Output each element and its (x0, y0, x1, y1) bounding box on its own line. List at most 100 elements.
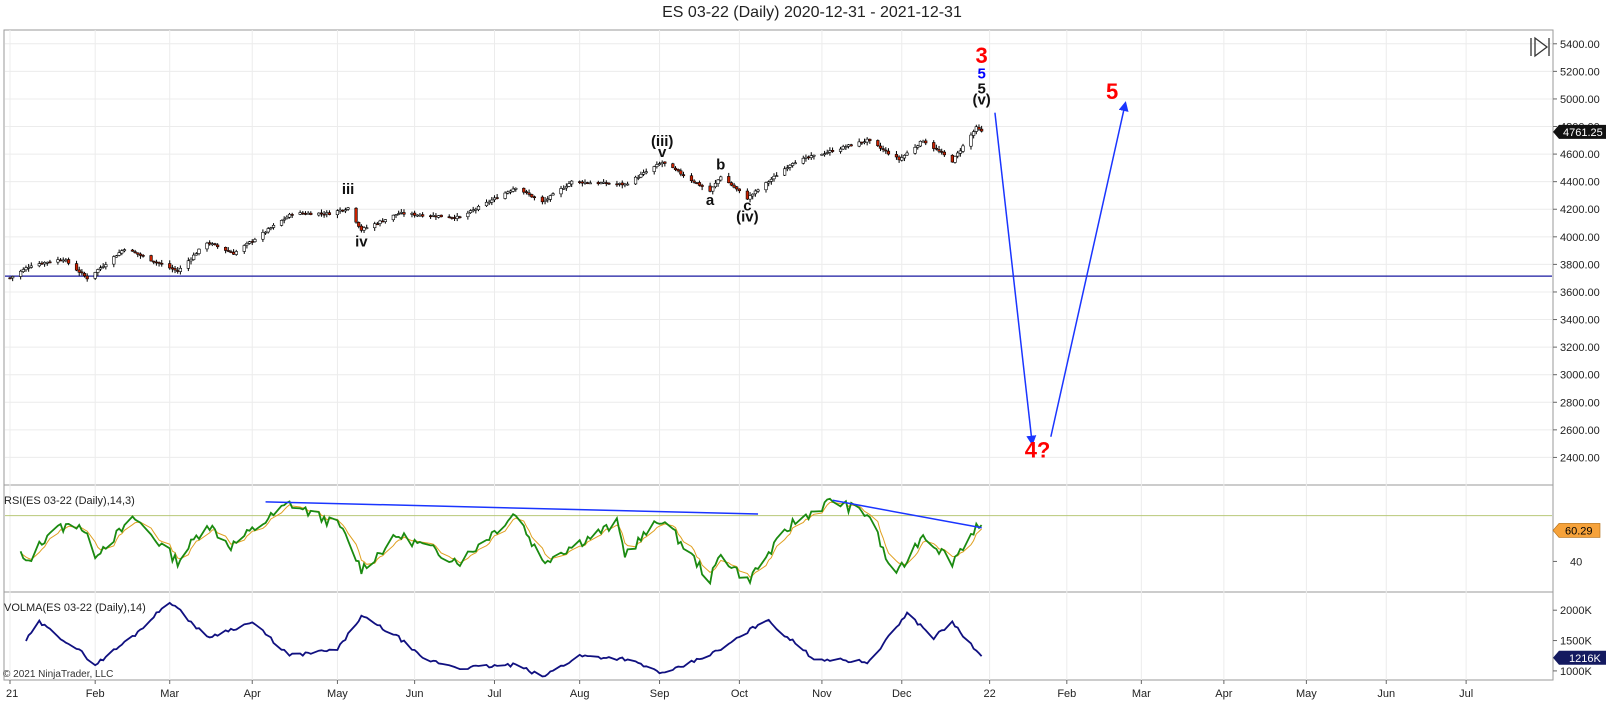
scroll-to-end-icon[interactable] (1530, 36, 1550, 58)
candle-body (468, 210, 473, 214)
candle-body (639, 173, 643, 178)
candle-body (657, 163, 662, 166)
x-tick-label: Jul (1459, 688, 1473, 700)
candle-body (772, 175, 776, 180)
candle-body (269, 227, 273, 230)
candle-body (192, 254, 196, 260)
x-tick-label: Feb (1057, 688, 1076, 700)
candle-body (785, 167, 789, 170)
candle-body (716, 179, 720, 184)
candle-body (636, 177, 640, 179)
candle-body (644, 171, 648, 174)
copyright-text: © 2021 NinjaTrader, LLC (3, 669, 113, 680)
candle-body (878, 145, 883, 149)
candle-body (671, 163, 675, 168)
candle-body (865, 138, 869, 143)
candle-body (588, 182, 592, 185)
chart-title: ES 03-22 (Daily) 2020-12-31 - 2021-12-31 (662, 4, 962, 21)
candle-body (820, 154, 824, 156)
candle-body (194, 253, 198, 256)
candle-body (543, 199, 547, 202)
candle-body (846, 144, 851, 147)
candle-body (434, 215, 438, 218)
x-tick-label: Oct (731, 688, 748, 700)
candle-body (170, 267, 174, 270)
candle-body (197, 248, 201, 254)
candle-body (298, 212, 302, 215)
candle-body (548, 195, 552, 200)
rsi-trend-line (265, 501, 759, 515)
candle-body (745, 190, 749, 200)
candle-body (56, 259, 60, 263)
candle-body (825, 152, 829, 154)
candle-body (58, 259, 63, 262)
candle-body (378, 220, 382, 224)
candle-body (96, 269, 100, 273)
candle-body (729, 182, 734, 186)
x-tick-label: May (1296, 688, 1317, 700)
candle-body (681, 174, 686, 177)
candle-body (43, 262, 47, 265)
candle-body (689, 175, 694, 182)
candle-body (213, 243, 217, 245)
candle-body (19, 270, 23, 277)
candle-body (325, 212, 329, 215)
price-tick-label: 3000.00 (1560, 370, 1600, 382)
candle-body (495, 197, 499, 199)
candle-body (663, 161, 667, 164)
price-tick-label: 5200.00 (1560, 66, 1600, 78)
candle-body (753, 190, 757, 195)
candle-body (130, 249, 135, 252)
candle-body (266, 228, 270, 233)
candle-body (458, 216, 462, 219)
candle-body (66, 259, 71, 264)
candle-body (503, 192, 507, 199)
rsi-trend-line (832, 499, 982, 529)
candle-body (615, 183, 619, 186)
candle-body (319, 212, 324, 215)
candle-body (309, 212, 313, 215)
last-price-label: 4761.25 (1563, 127, 1603, 139)
candle-body (29, 265, 33, 268)
projection-arrow (1050, 101, 1129, 437)
candle-body (471, 209, 475, 212)
candle-body (138, 253, 143, 256)
candle-body (841, 146, 845, 150)
candle-body (27, 267, 31, 269)
candle-body (559, 188, 563, 195)
x-tick-label: Nov (812, 688, 832, 700)
candle-body (567, 183, 571, 187)
price-tick-label: 4000.00 (1560, 232, 1600, 244)
candle-body (365, 227, 369, 229)
candle-body (261, 232, 265, 240)
candle-body (972, 131, 976, 136)
candle-body (902, 155, 907, 159)
candle-body (77, 269, 81, 273)
candle-body (178, 267, 182, 272)
candle-body (362, 227, 366, 231)
wave-label: 5 (1106, 79, 1118, 104)
candle-body (953, 156, 957, 163)
candle-body (136, 252, 140, 255)
candle-body (942, 151, 946, 156)
candle-body (809, 155, 813, 158)
candle-body (564, 186, 568, 189)
candle-body (961, 145, 965, 152)
candle-body (660, 162, 664, 165)
candle-body (61, 259, 65, 262)
candle-body (918, 140, 923, 147)
candle-body (580, 181, 584, 184)
price-tick-label: 3600.00 (1560, 287, 1600, 299)
candle-body (788, 164, 792, 168)
volma-last-value-label: 1216K (1569, 653, 1601, 665)
candle-body (769, 178, 773, 182)
candle-body (511, 188, 515, 192)
candle-body (303, 213, 308, 215)
candle-body (551, 193, 555, 196)
candle-body (282, 218, 286, 221)
candle-body (713, 182, 718, 188)
candle-body (732, 184, 736, 188)
wave-label: (iv) (736, 209, 759, 226)
candle-body (934, 147, 938, 150)
rsi-tick-label: 40 (1570, 556, 1582, 568)
